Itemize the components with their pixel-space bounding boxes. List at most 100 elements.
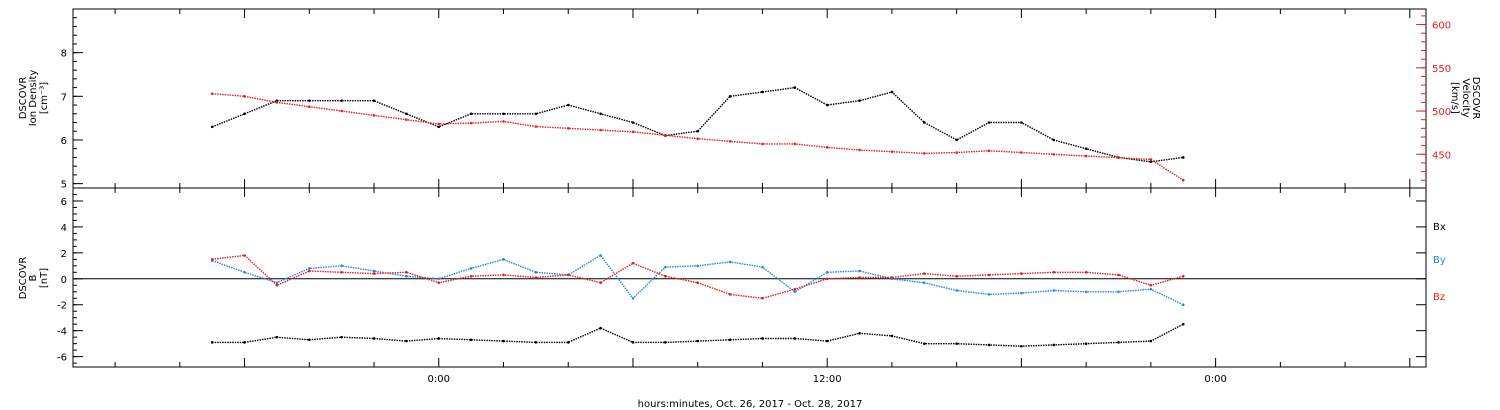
- velocity-ylabel: DSCOVR Velocity [km/s]: [1449, 77, 1481, 120]
- density-y-tick-label: 5: [61, 180, 67, 191]
- velocity-y-tick-label: 450: [1432, 150, 1451, 161]
- density-ylabel: DSCOVR Ion Density [cm⁻³]: [18, 70, 50, 127]
- density-point: [728, 95, 732, 98]
- bx-point: [1084, 342, 1088, 345]
- velocity-point: [987, 149, 991, 153]
- density-point: [372, 99, 376, 102]
- velocity-point: [502, 120, 505, 123]
- velocity-point: [566, 127, 570, 130]
- bx-point: [243, 341, 246, 344]
- density-point: [469, 112, 473, 116]
- density-point: [793, 86, 797, 89]
- density-y-tick-label: 7: [61, 92, 67, 103]
- bx-point: [955, 342, 958, 345]
- velocity-point: [922, 152, 926, 155]
- by-point: [825, 271, 829, 274]
- bz-point: [502, 273, 505, 277]
- field-ylabel-line-3: [nT]: [39, 268, 50, 288]
- bz-point: [890, 276, 894, 279]
- velocity-point: [1181, 178, 1185, 182]
- velocity-point: [340, 109, 343, 113]
- velocity-point: [1149, 158, 1153, 161]
- field-y-tick-label: 2: [61, 249, 67, 260]
- bz-point: [728, 293, 732, 296]
- by-point: [275, 281, 279, 284]
- legend-bx: Bx: [1433, 222, 1446, 233]
- bz-point: [955, 274, 958, 278]
- velocity-point: [955, 151, 958, 154]
- field-y-tick-label: -4: [57, 327, 67, 338]
- velocity-point: [825, 146, 829, 149]
- field-y-tick-label: 6: [61, 197, 67, 208]
- by-point: [1149, 287, 1153, 291]
- bx-point: [922, 342, 926, 345]
- field-ylabel: DSCOVR B [nT]: [18, 257, 50, 300]
- by-trace: [211, 254, 1184, 306]
- velocity-point: [1117, 156, 1120, 160]
- axis-ticks: [73, 8, 1426, 367]
- by-point: [1020, 291, 1023, 295]
- field-y-tick-label: 0: [61, 275, 67, 286]
- density-point: [1084, 147, 1088, 151]
- field-y-tick-label: 4: [61, 223, 67, 234]
- velocity-point: [793, 142, 797, 146]
- by-point: [534, 271, 538, 274]
- bx-point: [1117, 341, 1120, 344]
- bz-point: [631, 261, 635, 265]
- velocity-point: [858, 148, 861, 152]
- velocity-ylabel-line-1: DSCOVR: [1470, 77, 1481, 120]
- by-point: [955, 289, 958, 292]
- velocity-ylabel-line-2: Velocity: [1460, 78, 1471, 117]
- density-point: [599, 112, 602, 116]
- bz-point: [987, 273, 991, 277]
- tick-labels: 0:00 12:00 0:00 5 6 7 8 450 500 550 600 -6 -4 -2 0 2 4 6: [57, 21, 1451, 385]
- bz-point: [1020, 272, 1023, 275]
- velocity-trace: [212, 93, 1184, 181]
- bz-point: [534, 276, 538, 279]
- by-point: [340, 264, 343, 268]
- by-point: [858, 269, 861, 273]
- density-ylabel-line-3: [cm⁻³]: [39, 82, 50, 114]
- density-ylabel-line-2: Ion Density: [28, 70, 39, 127]
- by-point: [1052, 289, 1056, 292]
- bx-point: [890, 334, 894, 338]
- bz-point: [1149, 283, 1153, 287]
- bx-point: [1149, 339, 1153, 343]
- velocity-point: [664, 133, 667, 137]
- density-point: [340, 99, 343, 102]
- velocity-point: [631, 130, 635, 134]
- density-point: [1020, 121, 1023, 124]
- bx-point: [728, 338, 732, 342]
- bx-point: [340, 335, 343, 339]
- bx-point: [858, 331, 861, 335]
- velocity-point: [275, 101, 279, 104]
- bx-point: [534, 341, 538, 344]
- bz-point: [210, 258, 214, 261]
- bx-point: [210, 341, 214, 344]
- bz-point: [469, 274, 473, 278]
- by-point: [664, 265, 667, 269]
- velocity-point: [534, 125, 538, 128]
- bx-point: [696, 339, 700, 343]
- density-point: [890, 90, 894, 94]
- density-point: [405, 112, 408, 116]
- density-y-tick-label: 8: [61, 49, 67, 60]
- bx-point: [405, 339, 408, 343]
- velocity-y-tick-label: 550: [1432, 64, 1451, 75]
- density-point: [761, 90, 764, 94]
- by-point: [922, 281, 926, 284]
- velocity-point: [210, 92, 214, 96]
- density-point: [566, 103, 570, 107]
- velocity-y-tick-label: 600: [1432, 21, 1451, 32]
- bx-point: [1020, 344, 1023, 348]
- density-point: [858, 99, 861, 102]
- by-point: [728, 260, 732, 264]
- bz-point: [307, 269, 311, 273]
- x-tick-label: 12:00: [813, 374, 842, 385]
- density-point: [1181, 156, 1185, 159]
- velocity-point: [469, 121, 473, 125]
- velocity-point: [761, 142, 764, 146]
- bx-point: [987, 343, 991, 347]
- by-point: [469, 267, 473, 270]
